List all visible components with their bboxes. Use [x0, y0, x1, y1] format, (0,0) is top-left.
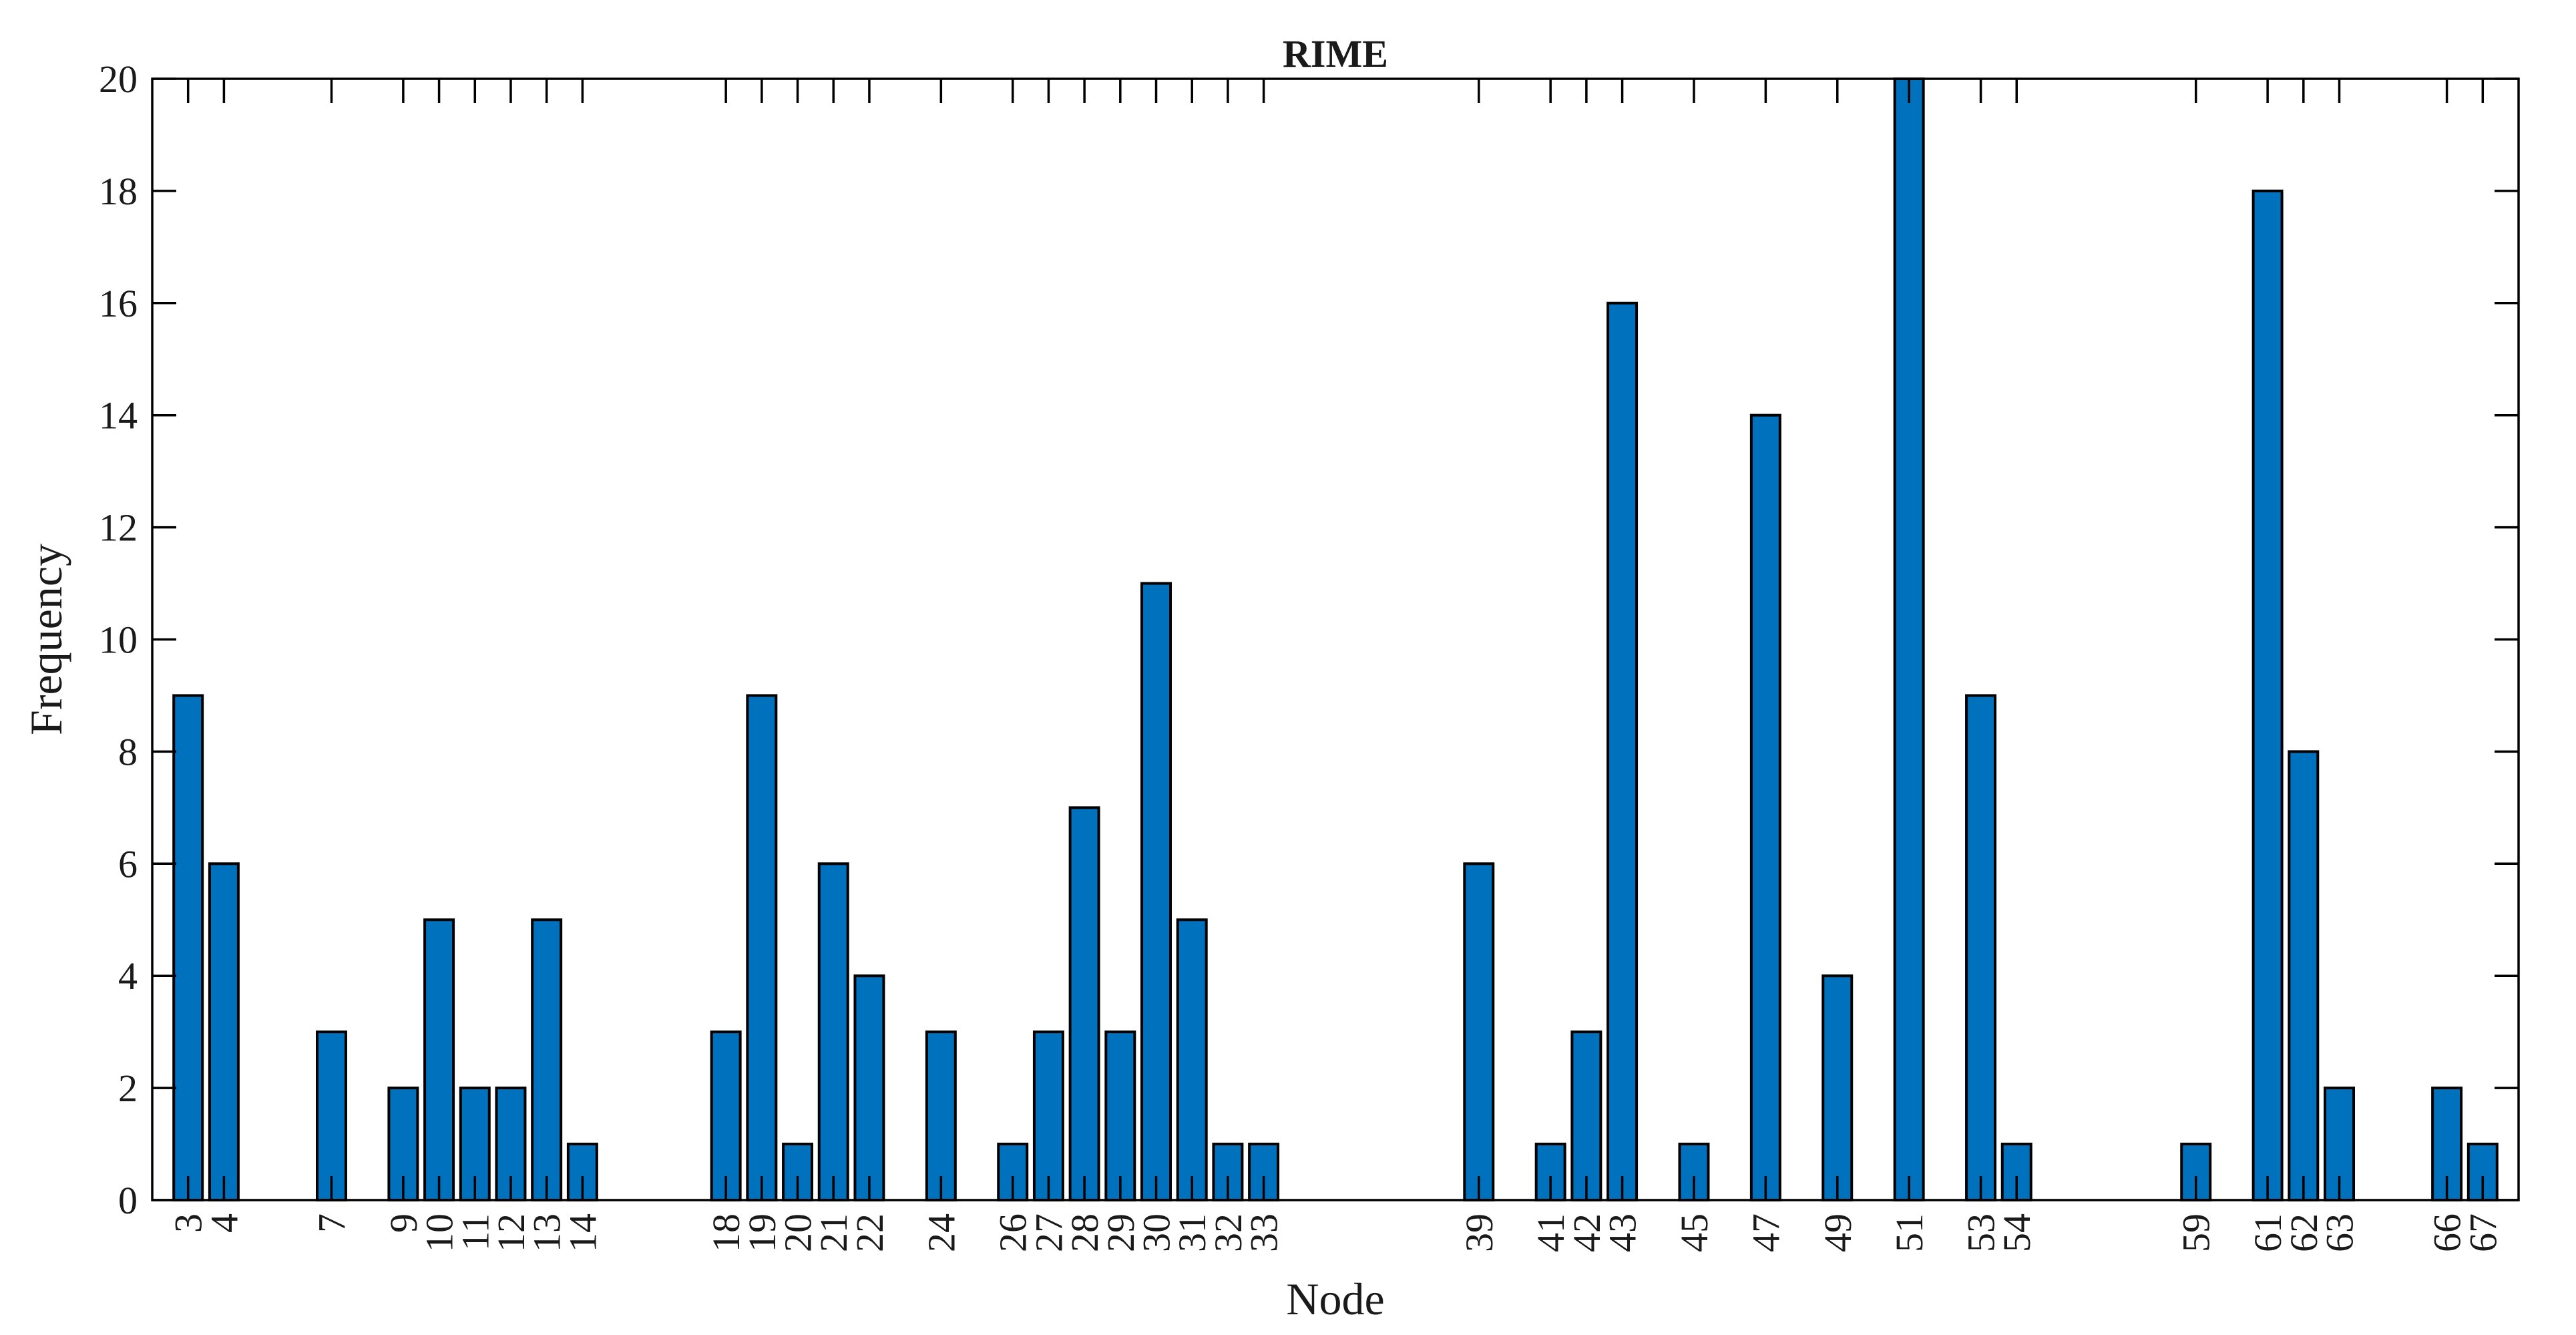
y-tick-label: 8 [118, 730, 138, 773]
y-tick-label: 12 [99, 506, 138, 550]
x-tick-label: 62 [2282, 1213, 2326, 1252]
bar-18 [710, 1030, 742, 1202]
x-tick-label: 20 [777, 1213, 820, 1252]
x-tick-label: 51 [1888, 1213, 1931, 1252]
x-tick-label: 67 [2461, 1213, 2505, 1252]
bar-39 [1463, 862, 1495, 1202]
x-tick-label: 42 [1565, 1213, 1608, 1252]
x-tick-label: 63 [2318, 1213, 2362, 1252]
y-axis-label: Frequency [21, 544, 71, 735]
plot-frame [151, 77, 2520, 1201]
x-tick-label: 10 [418, 1213, 461, 1252]
y-tick-label: 0 [118, 1179, 138, 1222]
bar-27 [1032, 1030, 1064, 1202]
bar-47 [1749, 413, 1781, 1202]
bar-4 [208, 862, 240, 1202]
y-tick-label: 10 [99, 618, 138, 662]
x-tick-label: 11 [453, 1213, 497, 1251]
x-tick-label: 13 [525, 1213, 569, 1252]
x-tick-label: 59 [2175, 1213, 2218, 1252]
bar-7 [316, 1030, 347, 1202]
bar-22 [853, 974, 885, 1201]
bar-24 [925, 1030, 957, 1202]
x-tick-label: 7 [310, 1213, 353, 1233]
bar-21 [817, 862, 849, 1202]
bar-51 [1893, 77, 1925, 1201]
bar-28 [1068, 806, 1100, 1201]
axis-ticks [152, 77, 2519, 1201]
y-tick-label: 20 [99, 57, 138, 101]
x-tick-label: 4 [202, 1213, 246, 1233]
chart-title: RIME [1283, 32, 1388, 75]
bar-29 [1104, 1030, 1136, 1202]
bar-43 [1606, 301, 1639, 1201]
bar-13 [531, 918, 563, 1201]
x-axis-label: Node [1286, 1274, 1384, 1324]
x-tick-label: 21 [812, 1213, 855, 1252]
x-tick-label: 24 [919, 1213, 963, 1252]
x-tick-label: 66 [2426, 1213, 2469, 1252]
x-tick-label: 9 [382, 1213, 425, 1233]
y-tick-label: 2 [118, 1067, 138, 1110]
bars-layer [172, 77, 2499, 1202]
x-tick-label: 28 [1063, 1213, 1106, 1252]
x-tick-label: 22 [848, 1213, 891, 1252]
bar-61 [2251, 189, 2284, 1201]
bar-62 [2288, 750, 2320, 1201]
y-tick-label: 4 [118, 954, 138, 998]
x-tick-label: 31 [1170, 1213, 1214, 1252]
x-tick-label: 14 [561, 1213, 604, 1252]
bar-42 [1570, 1030, 1602, 1202]
bar-10 [423, 918, 455, 1201]
bar-31 [1176, 918, 1208, 1201]
y-tick-labels: 0 2 4 6 8 10 12 14 16 18 20 [99, 57, 138, 1222]
y-tick-label: 14 [99, 394, 138, 437]
x-tick-label: 12 [489, 1213, 533, 1252]
x-tick-label: 41 [1529, 1213, 1572, 1252]
x-tick-label: 19 [740, 1213, 784, 1252]
x-tick-label: 3 [167, 1213, 210, 1233]
y-tick-label: 16 [99, 282, 138, 325]
x-tick-label: 47 [1744, 1213, 1787, 1252]
bar-53 [1965, 694, 1997, 1201]
x-tick-label: 27 [1027, 1213, 1070, 1252]
bar-3 [172, 694, 204, 1201]
x-tick-label: 26 [992, 1213, 1035, 1252]
x-tick-label: 61 [2246, 1213, 2290, 1252]
bar-49 [1821, 974, 1854, 1201]
bar-19 [746, 694, 778, 1201]
x-tick-label: 45 [1673, 1213, 1716, 1252]
x-tick-label: 29 [1099, 1213, 1142, 1252]
x-tick-label: 33 [1243, 1213, 1286, 1252]
x-tick-label: 49 [1816, 1213, 1860, 1252]
x-tick-label: 53 [1960, 1213, 2003, 1252]
y-tick-label: 6 [118, 842, 138, 886]
x-tick-label: 18 [704, 1213, 748, 1252]
x-tick-label: 39 [1458, 1213, 1501, 1252]
x-tick-label: 43 [1601, 1213, 1645, 1252]
x-tick-label: 54 [1995, 1213, 2038, 1252]
bar-30 [1140, 582, 1172, 1201]
y-tick-label: 18 [99, 170, 138, 213]
x-tick-label: 32 [1207, 1213, 1250, 1252]
x-tick-label: 30 [1135, 1213, 1178, 1252]
